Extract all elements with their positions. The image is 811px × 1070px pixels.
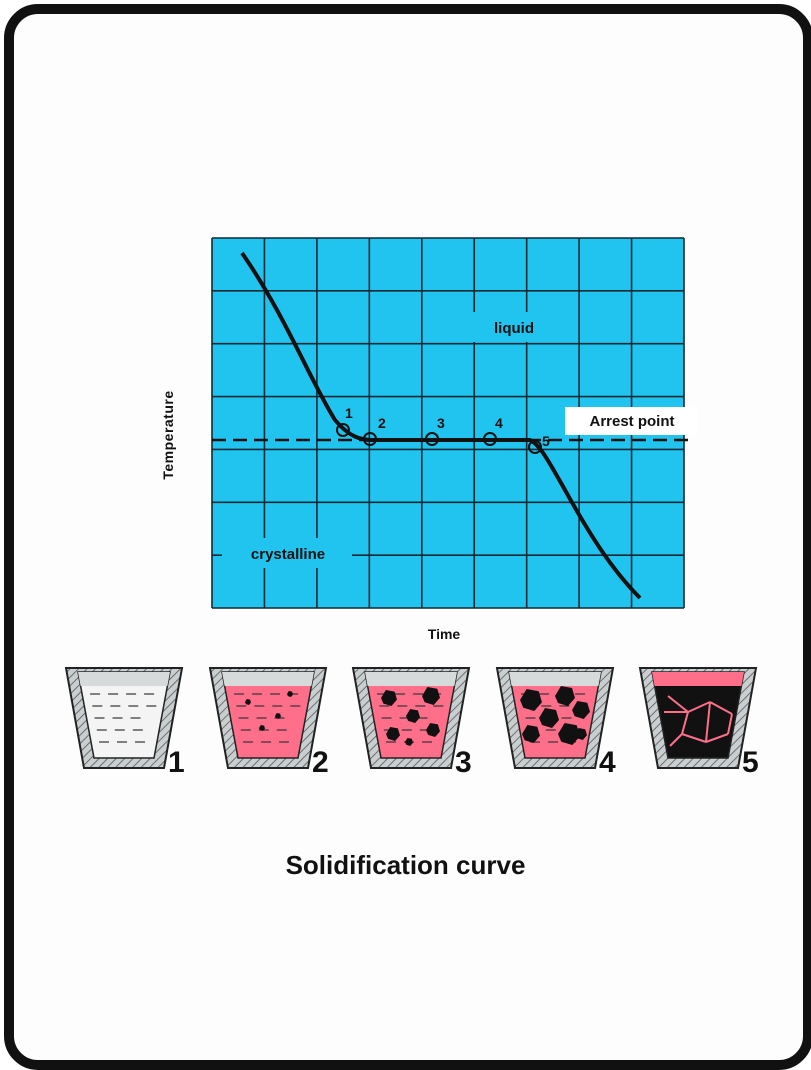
point-label-1: 1 (345, 405, 353, 421)
point-marker-1 (336, 423, 350, 437)
point-label-2: 2 (378, 415, 386, 431)
crucible-4: 4 (495, 667, 616, 779)
crystalline-label: crystalline (251, 546, 325, 563)
crucible-surface (509, 672, 601, 686)
grain-boundary (687, 701, 711, 713)
crucible-1: 1 (64, 667, 185, 779)
cooling-curve (240, 251, 642, 600)
point-label-3: 3 (437, 415, 445, 431)
crystal (245, 699, 251, 705)
x-axis-label: Time (427, 626, 461, 642)
y-axis-label: Temperature (160, 390, 176, 480)
grain-boundary (669, 733, 683, 747)
crucible-surface (652, 672, 744, 686)
grain-boundary (681, 733, 707, 743)
grain-boundary (727, 713, 733, 735)
crucible-number: 3 (455, 746, 472, 779)
grain-boundary (667, 695, 689, 713)
crystal (558, 723, 580, 745)
point-marker-3 (425, 432, 439, 446)
crystal (539, 708, 559, 728)
crystal (522, 725, 540, 743)
grain-boundary (681, 711, 689, 735)
crystal (405, 738, 413, 746)
crystal (426, 723, 440, 737)
crucible-surface (365, 672, 457, 686)
crystal (555, 686, 575, 706)
crucible-3: 3 (351, 667, 472, 779)
point-marker-4 (483, 432, 497, 446)
crystal (520, 689, 542, 711)
crystal (572, 701, 590, 719)
crucible-number: 5 (742, 746, 759, 779)
liquid-label: liquid (494, 320, 534, 337)
crucible-number: 2 (312, 746, 329, 779)
crucible-number: 1 (168, 746, 185, 779)
figure-title: Solidification curve (285, 850, 526, 880)
point-label-5: 5 (542, 433, 550, 449)
crystal (275, 713, 281, 719)
crucible-row: 1 2 3 4 5 (64, 667, 759, 779)
crucible-number: 4 (599, 746, 616, 779)
crystal (287, 691, 293, 697)
grain-boundary (709, 701, 733, 715)
point-marker-5 (528, 440, 542, 454)
curve-points: 1 2 3 4 5 (336, 405, 550, 454)
crystal (259, 725, 265, 731)
grain-boundary (705, 701, 711, 743)
grain-boundary (705, 733, 729, 743)
crucible-2: 2 (208, 667, 329, 779)
crucible-surface (78, 672, 170, 686)
liquid-label-bg (470, 312, 564, 342)
crystal (575, 728, 587, 740)
point-label-4: 4 (495, 415, 503, 431)
crystal (386, 727, 400, 741)
arrest-label: Arrest point (589, 413, 674, 430)
crystal (381, 690, 397, 706)
crystal (422, 687, 440, 705)
crystal (406, 709, 420, 723)
point-marker-2 (363, 432, 377, 446)
arrest-label-bg (565, 407, 697, 435)
crucible-5: 5 (638, 667, 759, 779)
crucible-surface (222, 672, 314, 686)
crystalline-label-bg (222, 538, 352, 568)
